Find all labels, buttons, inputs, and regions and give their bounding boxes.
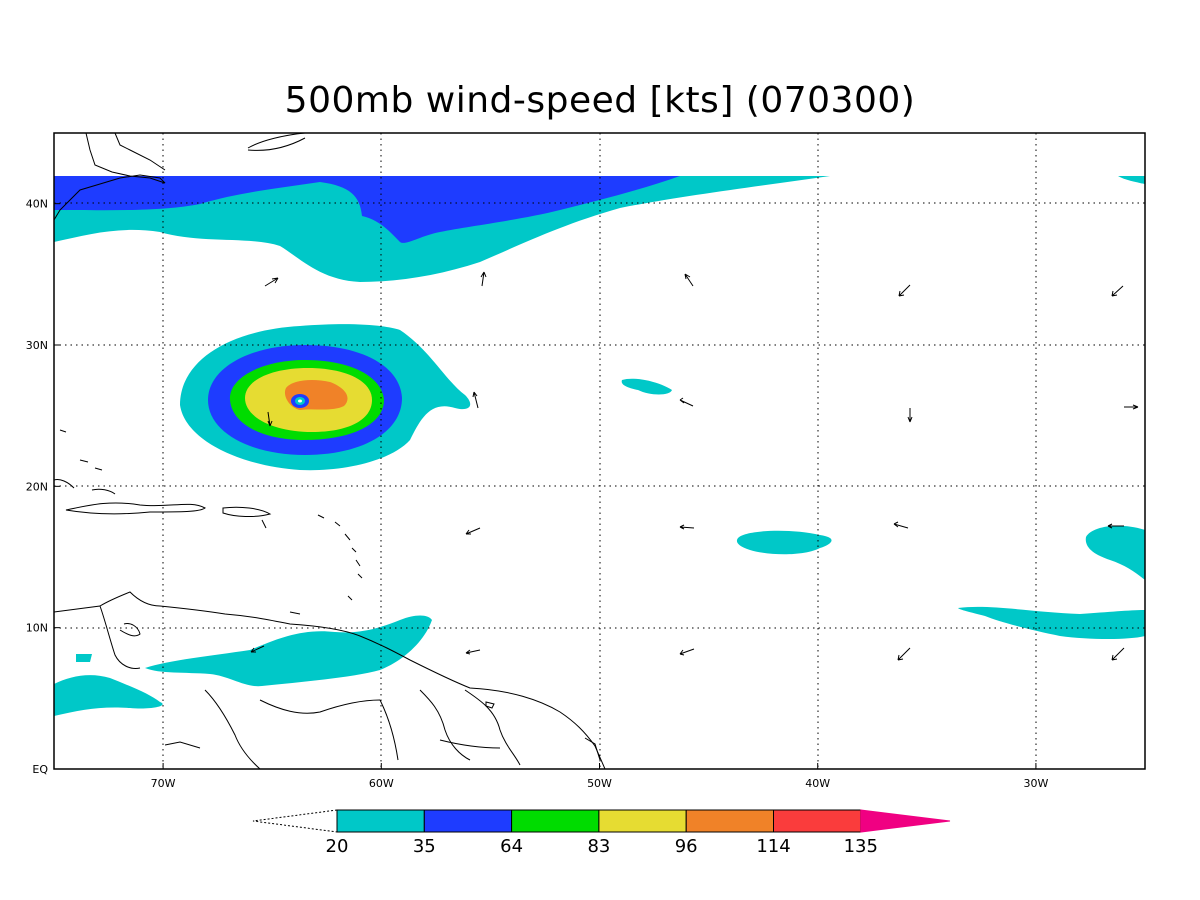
lat-tick-label: 10N <box>26 622 48 635</box>
colorbar: 20 35 64 83 96 114 135 <box>252 809 951 857</box>
colorbar-level-label: 64 <box>500 836 523 857</box>
colorbar-level-label: 35 <box>413 836 436 857</box>
colorbar-level-label: 96 <box>675 836 698 857</box>
colorbar-high-extension <box>860 809 951 833</box>
colorbar-box <box>336 809 425 833</box>
jet-stream-35kt-region <box>54 176 680 243</box>
lon-tick-label: 70W <box>151 777 176 790</box>
patch-27n-45w <box>621 378 672 395</box>
lon-tick-label: 50W <box>587 777 612 790</box>
colorbar-level-label: 83 <box>587 836 610 857</box>
patch-8n-74w <box>76 654 92 662</box>
patch-16n-27w <box>1085 525 1145 580</box>
patch-6n-73w <box>54 675 163 716</box>
patch-16n-40w <box>736 530 832 555</box>
colorbar-level-label: 135 <box>844 836 878 857</box>
latitude-ticks: EQ 10N 20N 30N 40N <box>26 198 60 776</box>
colorbar-level-label: 114 <box>756 836 790 857</box>
lon-tick-label: 60W <box>369 777 394 790</box>
patch-9n-60w <box>145 615 432 687</box>
colorbar-box <box>423 809 513 833</box>
map-grid <box>54 133 1145 769</box>
lat-tick-label: 40N <box>26 198 48 211</box>
jet-stream-20kt-right <box>1118 176 1145 184</box>
lon-tick-label: 30W <box>1023 777 1048 790</box>
lon-tick-label: 40W <box>805 777 830 790</box>
coastlines <box>54 133 606 769</box>
chart-title: 500mb wind-speed [kts] (070300) <box>284 80 916 121</box>
lat-tick-label: EQ <box>32 763 48 776</box>
colorbar-box <box>773 809 862 833</box>
wind-shading <box>54 176 1145 716</box>
colorbar-box <box>511 809 600 833</box>
hurricane-eye-center <box>298 399 302 403</box>
colorbar-low-extension <box>252 809 338 833</box>
colorbar-box <box>598 809 687 833</box>
lat-tick-label: 30N <box>26 339 48 352</box>
colorbar-level-label: 20 <box>326 836 349 857</box>
wind-vectors <box>250 271 1139 661</box>
lat-tick-label: 20N <box>26 480 48 493</box>
patch-11n-30w <box>958 606 1145 639</box>
longitude-ticks: 70W 60W 50W 40W 30W <box>151 763 1048 790</box>
colorbar-box <box>685 809 775 833</box>
